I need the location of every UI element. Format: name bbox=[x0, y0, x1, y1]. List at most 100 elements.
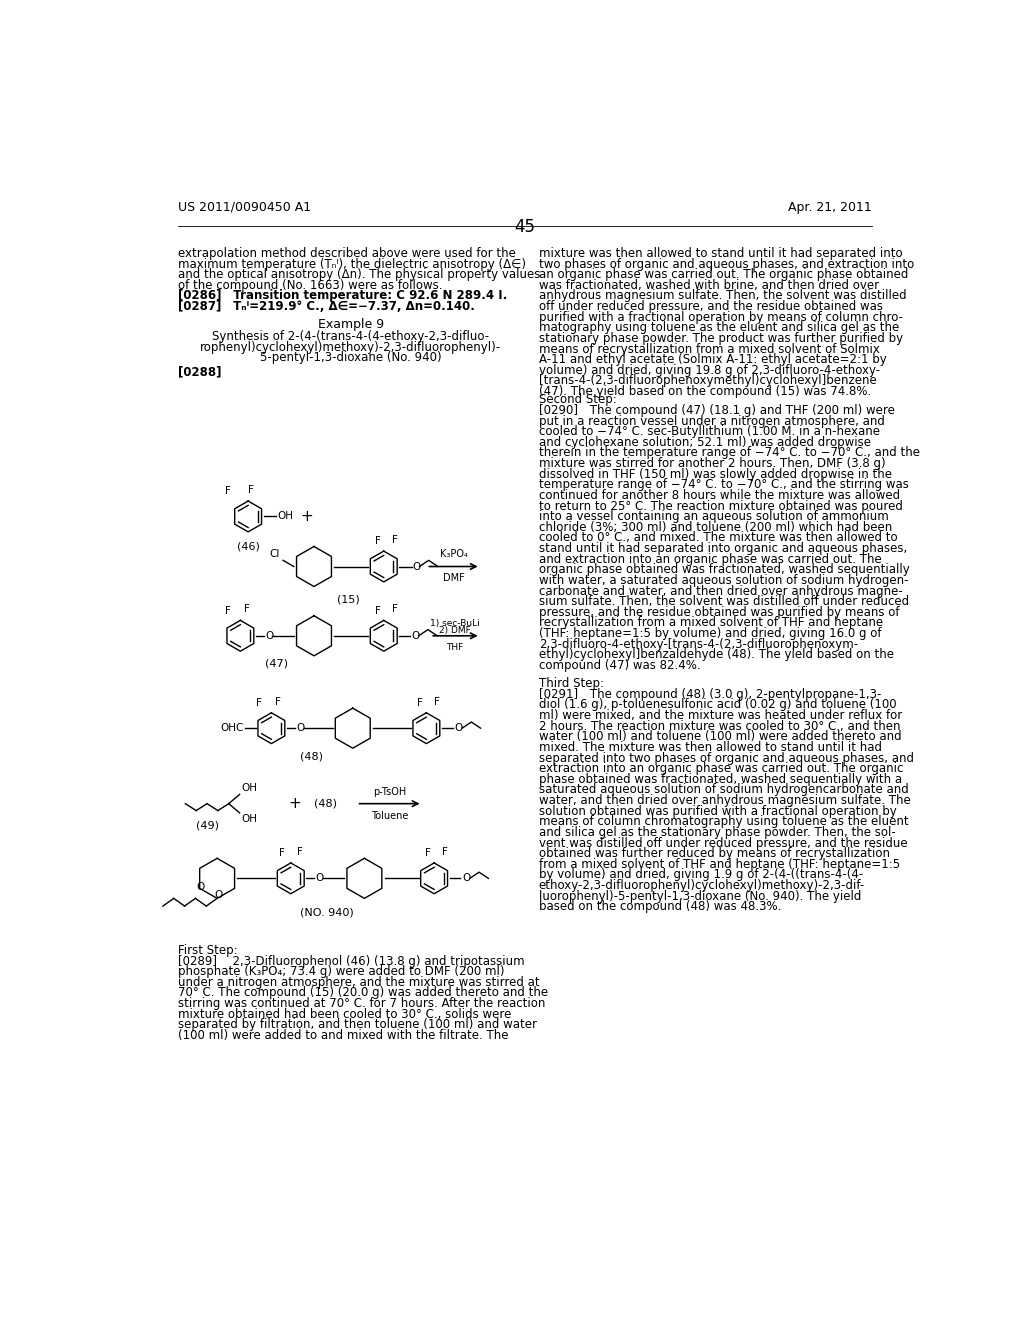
Text: F: F bbox=[425, 849, 431, 858]
Text: recrystallization from a mixed solvent of THF and heptane: recrystallization from a mixed solvent o… bbox=[539, 616, 883, 630]
Text: US 2011/0090450 A1: US 2011/0090450 A1 bbox=[178, 201, 311, 214]
Text: extraction into an organic phase was carried out. The organic: extraction into an organic phase was car… bbox=[539, 762, 903, 775]
Text: OH: OH bbox=[241, 814, 257, 825]
Text: [trans-4-(2,3-difluorophenoxymethyl)cyclohexyl]benzene: [trans-4-(2,3-difluorophenoxymethyl)cycl… bbox=[539, 375, 877, 388]
Text: F: F bbox=[248, 484, 254, 495]
Text: (49): (49) bbox=[196, 821, 218, 830]
Text: Apr. 21, 2011: Apr. 21, 2011 bbox=[788, 201, 872, 214]
Text: (48): (48) bbox=[300, 751, 324, 762]
Text: Second Step:: Second Step: bbox=[539, 393, 616, 407]
Text: organic phase obtained was fractionated, washed sequentially: organic phase obtained was fractionated,… bbox=[539, 564, 909, 577]
Text: stand until it had separated into organic and aqueous phases,: stand until it had separated into organi… bbox=[539, 543, 907, 554]
Text: +: + bbox=[300, 510, 312, 524]
Text: stationary phase powder. The product was further purified by: stationary phase powder. The product was… bbox=[539, 331, 903, 345]
Text: pressure, and the residue obtained was purified by means of: pressure, and the residue obtained was p… bbox=[539, 606, 899, 619]
Text: continued for another 8 hours while the mixture was allowed: continued for another 8 hours while the … bbox=[539, 488, 900, 502]
Text: O: O bbox=[413, 561, 421, 572]
Text: 1) sec-BuLi: 1) sec-BuLi bbox=[430, 619, 480, 628]
Text: off under reduced pressure, and the residue obtained was: off under reduced pressure, and the resi… bbox=[539, 300, 883, 313]
Text: DMF: DMF bbox=[442, 573, 464, 582]
Text: ethoxy-2,3-difluorophenyl)cyclohexyl)methoxy)-2,3-dif-: ethoxy-2,3-difluorophenyl)cyclohexyl)met… bbox=[539, 879, 865, 892]
Text: by volume) and dried, giving 1.9 g of 2-(4-((trans-4-(4-: by volume) and dried, giving 1.9 g of 2-… bbox=[539, 869, 863, 882]
Text: F: F bbox=[375, 606, 381, 615]
Text: First Step:: First Step: bbox=[178, 944, 238, 957]
Text: A-11 and ethyl acetate (Solmix A-11: ethyl acetate=2:1 by: A-11 and ethyl acetate (Solmix A-11: eth… bbox=[539, 354, 887, 366]
Text: F: F bbox=[279, 849, 285, 858]
Text: O: O bbox=[462, 874, 470, 883]
Text: chloride (3%; 300 ml) and toluene (200 ml) which had been: chloride (3%; 300 ml) and toluene (200 m… bbox=[539, 521, 892, 533]
Text: from a mixed solvent of THF and heptane (THF: heptane=1:5: from a mixed solvent of THF and heptane … bbox=[539, 858, 900, 871]
Text: matography using toluene as the eluent and silica gel as the: matography using toluene as the eluent a… bbox=[539, 321, 899, 334]
Text: [0286] Transition temperature: C 92.6 N 289.4 I.: [0286] Transition temperature: C 92.6 N … bbox=[178, 289, 508, 302]
Text: two phases of organic and aqueous phases, and extraction into: two phases of organic and aqueous phases… bbox=[539, 257, 914, 271]
Text: under a nitrogen atmosphere, and the mixture was stirred at: under a nitrogen atmosphere, and the mix… bbox=[178, 975, 540, 989]
Text: extrapolation method described above were used for the: extrapolation method described above wer… bbox=[178, 247, 516, 260]
Text: F: F bbox=[225, 487, 231, 496]
Text: into a vessel containing an aqueous solution of ammonium: into a vessel containing an aqueous solu… bbox=[539, 510, 889, 523]
Text: F: F bbox=[417, 698, 423, 708]
Text: mixture was stirred for another 2 hours. Then, DMF (3.8 g): mixture was stirred for another 2 hours.… bbox=[539, 457, 886, 470]
Text: put in a reaction vessel under a nitrogen atmosphere, and: put in a reaction vessel under a nitroge… bbox=[539, 414, 885, 428]
Text: [0287] Tₙᴵ=219.9° C., Δ∈=−7.37, Δn=0.140.: [0287] Tₙᴵ=219.9° C., Δ∈=−7.37, Δn=0.140… bbox=[178, 300, 475, 313]
Text: F: F bbox=[256, 698, 262, 708]
Text: [0289]  2,3-Difluorophenol (46) (13.8 g) and tripotassium: [0289] 2,3-Difluorophenol (46) (13.8 g) … bbox=[178, 954, 525, 968]
Text: volume) and dried, giving 19.8 g of 2,3-difluoro-4-ethoxy-: volume) and dried, giving 19.8 g of 2,3-… bbox=[539, 364, 880, 376]
Text: ml) were mixed, and the mixture was heated under reflux for: ml) were mixed, and the mixture was heat… bbox=[539, 709, 902, 722]
Text: 5-pentyl-1,3-dioxane (No. 940): 5-pentyl-1,3-dioxane (No. 940) bbox=[260, 351, 441, 364]
Text: of the compound (No. 1663) were as follows.: of the compound (No. 1663) were as follo… bbox=[178, 279, 442, 292]
Text: Synthesis of 2-(4-(trans-4-(4-ethoxy-2,3-difluo-: Synthesis of 2-(4-(trans-4-(4-ethoxy-2,3… bbox=[212, 330, 489, 343]
Text: (NO. 940): (NO. 940) bbox=[300, 908, 354, 917]
Text: rophenyl)cyclohexyl)methoxy)-2,3-difluorophenyl)-: rophenyl)cyclohexyl)methoxy)-2,3-difluor… bbox=[201, 341, 502, 354]
Text: luorophenyl)-5-pentyl-1,3-dioxane (No. 940). The yield: luorophenyl)-5-pentyl-1,3-dioxane (No. 9… bbox=[539, 890, 861, 903]
Text: and the optical anisotropy (Δn). The physical property values: and the optical anisotropy (Δn). The phy… bbox=[178, 268, 541, 281]
Text: (48): (48) bbox=[314, 799, 337, 809]
Text: obtained was further reduced by means of recrystallization: obtained was further reduced by means of… bbox=[539, 847, 890, 861]
Text: F: F bbox=[442, 847, 447, 857]
Text: O: O bbox=[315, 874, 324, 883]
Text: saturated aqueous solution of sodium hydrogencarbonate and: saturated aqueous solution of sodium hyd… bbox=[539, 784, 908, 796]
Text: phase obtained was fractionated, washed sequentially with a: phase obtained was fractionated, washed … bbox=[539, 774, 902, 785]
Text: (47). The yield based on the compound (15) was 74.8%.: (47). The yield based on the compound (1… bbox=[539, 385, 871, 399]
Text: dissolved in THF (150 ml) was slowly added dropwise in the: dissolved in THF (150 ml) was slowly add… bbox=[539, 467, 892, 480]
Text: O: O bbox=[265, 631, 273, 640]
Text: mixed. The mixture was then allowed to stand until it had: mixed. The mixture was then allowed to s… bbox=[539, 741, 882, 754]
Text: F: F bbox=[297, 847, 303, 857]
Text: separated by filtration, and then toluene (100 ml) and water: separated by filtration, and then toluen… bbox=[178, 1018, 538, 1031]
Text: F: F bbox=[274, 697, 281, 706]
Text: compound (47) was 82.4%.: compound (47) was 82.4%. bbox=[539, 659, 700, 672]
Text: carbonate and water, and then dried over anhydrous magne-: carbonate and water, and then dried over… bbox=[539, 585, 902, 598]
Text: OH: OH bbox=[278, 511, 294, 521]
Text: an organic phase was carried out. The organic phase obtained: an organic phase was carried out. The or… bbox=[539, 268, 908, 281]
Text: was fractionated, washed with brine, and then dried over: was fractionated, washed with brine, and… bbox=[539, 279, 879, 292]
Text: 2 hours. The reaction mixture was cooled to 30° C., and then: 2 hours. The reaction mixture was cooled… bbox=[539, 719, 900, 733]
Text: [0290] The compound (47) (18.1 g) and THF (200 ml) were: [0290] The compound (47) (18.1 g) and TH… bbox=[539, 404, 895, 417]
Text: O: O bbox=[215, 891, 223, 900]
Text: K₃PO₄: K₃PO₄ bbox=[439, 549, 467, 558]
Text: F: F bbox=[244, 605, 250, 614]
Text: OH: OH bbox=[241, 783, 257, 793]
Text: vent was distilled off under reduced pressure, and the residue: vent was distilled off under reduced pre… bbox=[539, 837, 907, 850]
Text: [0288]: [0288] bbox=[178, 366, 222, 379]
Text: cooled to −74° C. sec-Butyllithium (1.00 M. in a n-hexane: cooled to −74° C. sec-Butyllithium (1.00… bbox=[539, 425, 880, 438]
Text: Third Step:: Third Step: bbox=[539, 677, 604, 690]
Text: water, and then dried over anhydrous magnesium sulfate. The: water, and then dried over anhydrous mag… bbox=[539, 795, 910, 807]
Text: O: O bbox=[296, 723, 304, 733]
Text: means of column chromatography using toluene as the eluent: means of column chromatography using tol… bbox=[539, 816, 908, 829]
Text: stirring was continued at 70° C. for 7 hours. After the reaction: stirring was continued at 70° C. for 7 h… bbox=[178, 997, 546, 1010]
Text: O: O bbox=[412, 631, 420, 640]
Text: and silica gel as the stationary phase powder. Then, the sol-: and silica gel as the stationary phase p… bbox=[539, 826, 896, 840]
Text: (47): (47) bbox=[265, 659, 289, 669]
Text: F: F bbox=[391, 605, 397, 614]
Text: Cl: Cl bbox=[269, 549, 280, 558]
Text: F: F bbox=[375, 536, 381, 546]
Text: (100 ml) were added to and mixed with the filtrate. The: (100 ml) were added to and mixed with th… bbox=[178, 1030, 509, 1041]
Text: water (100 ml) and toluene (100 ml) were added thereto and: water (100 ml) and toluene (100 ml) were… bbox=[539, 730, 901, 743]
Text: temperature range of −74° C. to −70° C., and the stirring was: temperature range of −74° C. to −70° C.,… bbox=[539, 478, 908, 491]
Text: 45: 45 bbox=[514, 218, 536, 236]
Text: (15): (15) bbox=[338, 594, 360, 605]
Text: sium sulfate. Then, the solvent was distilled off under reduced: sium sulfate. Then, the solvent was dist… bbox=[539, 595, 909, 609]
Text: cooled to 0° C., and mixed. The mixture was then allowed to: cooled to 0° C., and mixed. The mixture … bbox=[539, 532, 897, 544]
Text: means of recrystallization from a mixed solvent of Solmix: means of recrystallization from a mixed … bbox=[539, 343, 880, 355]
Text: and cyclohexane solution; 52.1 ml) was added dropwise: and cyclohexane solution; 52.1 ml) was a… bbox=[539, 436, 870, 449]
Text: mixture obtained had been cooled to 30° C., solids were: mixture obtained had been cooled to 30° … bbox=[178, 1007, 512, 1020]
